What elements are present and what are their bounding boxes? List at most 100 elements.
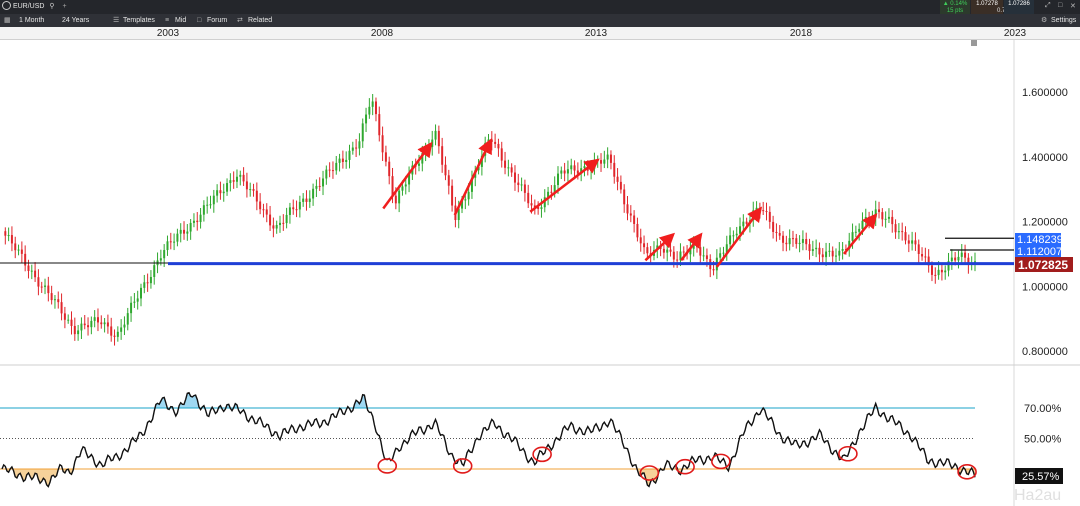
forum-button[interactable]: Forum bbox=[207, 17, 228, 24]
candle-body bbox=[457, 208, 460, 221]
settings-button[interactable]: Settings bbox=[1051, 17, 1077, 24]
candle-body bbox=[110, 326, 113, 336]
symbol-label[interactable]: EUR/USD ⚲ + bbox=[2, 0, 67, 14]
candle-body bbox=[222, 191, 225, 194]
close-icon[interactable]: ✕ bbox=[1070, 3, 1076, 10]
candle-body bbox=[854, 231, 857, 233]
rsi-fill-areas bbox=[6, 392, 975, 487]
candle-body bbox=[146, 282, 149, 284]
price-tick-label: 1.600000 bbox=[1022, 87, 1068, 99]
range-button[interactable]: 24 Years bbox=[62, 17, 90, 24]
ask-box[interactable]: 1.07286 bbox=[1004, 0, 1034, 15]
settings-icon[interactable]: ⚙ bbox=[1041, 17, 1048, 24]
candle-body bbox=[666, 249, 669, 253]
candle-body bbox=[53, 299, 56, 301]
candle-body bbox=[341, 158, 344, 163]
candle-body bbox=[77, 330, 80, 335]
top-bar: EUR/USD ⚲ + ▲ 0.14% 15 pts 1.07278 0.7 1… bbox=[0, 0, 1080, 15]
candle-body bbox=[232, 180, 235, 182]
candle-body bbox=[355, 147, 358, 149]
forum-icon[interactable]: □ bbox=[197, 17, 202, 24]
candle-body bbox=[705, 255, 708, 260]
candle-body bbox=[96, 317, 99, 323]
expand-icon[interactable]: ⤢ bbox=[1045, 2, 1051, 9]
candle-body bbox=[477, 166, 480, 171]
candle-body bbox=[517, 182, 520, 186]
templates-icon[interactable]: ☰ bbox=[113, 17, 120, 24]
candle-body bbox=[388, 161, 391, 177]
candle-body bbox=[755, 207, 758, 211]
scroll-marker[interactable] bbox=[971, 40, 977, 46]
candle-body bbox=[580, 168, 583, 174]
candle-body bbox=[576, 170, 579, 174]
candle-body bbox=[791, 238, 794, 240]
candle-body bbox=[401, 186, 404, 191]
candle-body bbox=[533, 205, 536, 208]
candle-body bbox=[540, 207, 543, 209]
candle-body bbox=[547, 191, 550, 198]
window-icon[interactable]: □ bbox=[1058, 2, 1063, 9]
candle-body bbox=[196, 220, 199, 223]
bid-box[interactable]: 1.07278 bbox=[971, 0, 1003, 15]
candle-body bbox=[672, 251, 675, 260]
ask-price: 1.07286 bbox=[1008, 1, 1030, 7]
candle-body bbox=[186, 231, 189, 234]
add-tab-icon[interactable]: + bbox=[62, 3, 67, 10]
layout-icon[interactable]: ▦ bbox=[4, 17, 11, 24]
candle-body bbox=[831, 250, 834, 257]
candle-body bbox=[368, 106, 371, 115]
candle-body bbox=[166, 241, 169, 251]
templates-button[interactable]: Templates bbox=[123, 17, 155, 24]
candle-body bbox=[113, 335, 116, 337]
candle-body bbox=[288, 207, 291, 215]
candle-body bbox=[917, 244, 920, 254]
candle-body bbox=[126, 313, 129, 325]
candle-body bbox=[745, 221, 748, 224]
candle-body bbox=[378, 114, 381, 136]
chart-area[interactable]: 1.600000 1.400000 1.200000 1.000000 0.800000… bbox=[0, 40, 1080, 506]
trend-arrow bbox=[680, 232, 703, 262]
candle-body bbox=[60, 302, 63, 314]
candle-body bbox=[891, 216, 894, 225]
change-pts: 15 pts bbox=[946, 8, 964, 14]
candle-body bbox=[47, 285, 50, 294]
candle-body bbox=[924, 256, 927, 258]
candle-body bbox=[394, 195, 397, 204]
candle-body bbox=[40, 286, 43, 288]
period-button[interactable]: 1 Month bbox=[19, 17, 45, 24]
candle-body bbox=[285, 214, 288, 224]
candle-body bbox=[914, 240, 917, 245]
spread-value: 0.7 bbox=[997, 8, 1006, 14]
symbol-name: EUR/USD bbox=[12, 3, 45, 10]
candle-body bbox=[825, 251, 828, 258]
candle-body bbox=[315, 185, 318, 189]
overbought-fill bbox=[155, 397, 166, 408]
candle-body bbox=[235, 176, 238, 182]
search-icon[interactable]: ⚲ bbox=[49, 3, 55, 10]
candle-body bbox=[702, 255, 705, 257]
candle-body bbox=[93, 317, 96, 321]
candle-body bbox=[662, 248, 665, 253]
oversold-circle bbox=[711, 453, 731, 470]
oversold-circles bbox=[377, 445, 977, 481]
candle-body bbox=[527, 192, 530, 204]
candle-body bbox=[590, 168, 593, 171]
related-button[interactable]: Related bbox=[248, 17, 273, 24]
candle-body bbox=[563, 170, 566, 174]
candle-body bbox=[573, 165, 576, 171]
candle-body bbox=[795, 238, 798, 245]
candle-body bbox=[788, 238, 791, 245]
candle-body bbox=[636, 223, 639, 238]
candle-body bbox=[7, 235, 10, 237]
price-tag-1148239: 1.148239 bbox=[1017, 234, 1063, 246]
mid-icon[interactable]: ≡ bbox=[165, 17, 170, 24]
candle-body bbox=[404, 184, 407, 187]
year-label: 2018 bbox=[789, 28, 813, 39]
related-icon[interactable]: ⇄ bbox=[237, 17, 243, 24]
price-tag-1112007: 1.112007 bbox=[1017, 246, 1062, 258]
mid-button[interactable]: Mid bbox=[175, 17, 187, 24]
candle-body bbox=[550, 191, 553, 193]
candle-body bbox=[878, 209, 881, 213]
candle-body bbox=[507, 167, 510, 169]
rsi-line bbox=[1, 391, 976, 488]
